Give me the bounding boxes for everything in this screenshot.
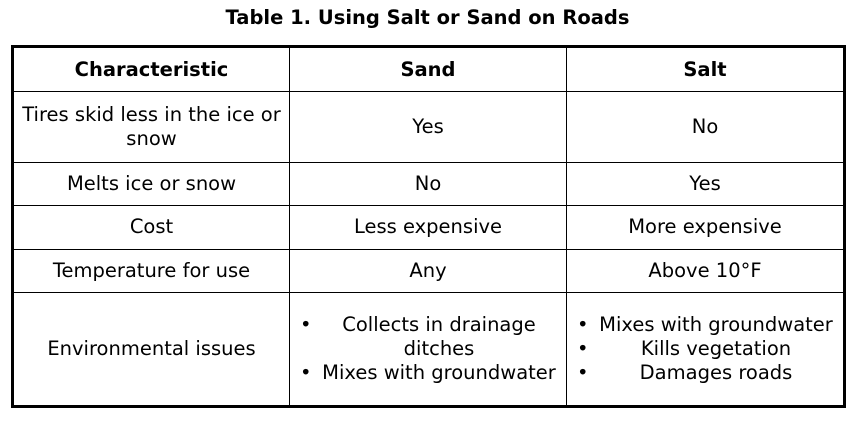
sand-cell: Less expensive xyxy=(289,205,567,250)
table-row: Cost Less expensive More expensive xyxy=(12,205,845,250)
table-row: Melts ice or snow No Yes xyxy=(12,162,845,207)
salt-cell: Above 10°F xyxy=(566,248,845,293)
characteristic-cell: Melts ice or snow xyxy=(12,162,290,207)
table-title: Table 1. Using Salt or Sand on Roads xyxy=(225,6,630,29)
salt-environmental-list: Mixes with groundwater Kills vegetation … xyxy=(575,313,835,385)
salt-cell: Mixes with groundwater Kills vegetation … xyxy=(566,291,845,408)
list-item: Mixes with groundwater xyxy=(577,313,835,337)
table-header-row: Characteristic Sand Salt xyxy=(12,45,845,93)
header-characteristic: Characteristic xyxy=(12,45,290,93)
table-row: Environmental issues Collects in drainag… xyxy=(12,291,845,408)
characteristic-cell: Environmental issues xyxy=(12,291,290,408)
table-row: Tires skid less in the ice or snow Yes N… xyxy=(12,91,845,164)
sand-cell: Any xyxy=(289,248,567,293)
sand-environmental-list: Collects in drainage ditches Mixes with … xyxy=(298,313,558,385)
characteristic-cell: Temperature for use xyxy=(12,248,290,293)
salt-cell: More expensive xyxy=(566,205,845,250)
list-item: Mixes with groundwater xyxy=(300,361,558,385)
salt-cell: Yes xyxy=(566,162,845,207)
sand-cell: Yes xyxy=(289,91,567,164)
sand-cell: No xyxy=(289,162,567,207)
header-sand: Sand xyxy=(289,45,567,93)
characteristic-cell: Cost xyxy=(12,205,290,250)
list-item: Damages roads xyxy=(577,361,835,385)
table-row: Temperature for use Any Above 10°F xyxy=(12,248,845,293)
characteristic-cell: Tires skid less in the ice or snow xyxy=(12,91,290,164)
salt-sand-table: Characteristic Sand Salt Tires skid less… xyxy=(11,45,846,408)
list-item: Collects in drainage ditches xyxy=(300,313,558,361)
header-salt: Salt xyxy=(566,45,845,93)
salt-cell: No xyxy=(566,91,845,164)
sand-cell: Collects in drainage ditches Mixes with … xyxy=(289,291,567,408)
list-item: Kills vegetation xyxy=(577,337,835,361)
